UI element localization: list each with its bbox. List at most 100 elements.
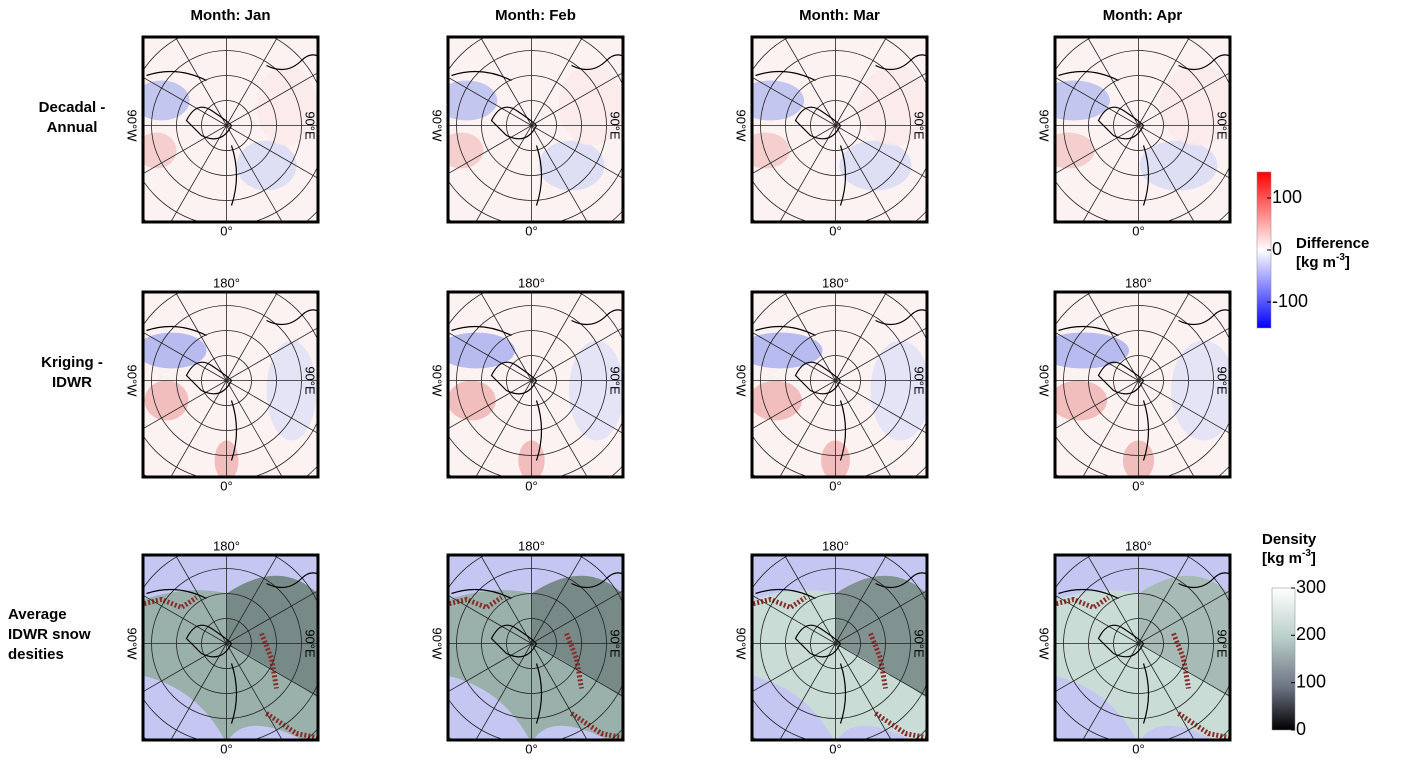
map xyxy=(448,555,623,740)
meridian xyxy=(531,125,588,222)
meridian xyxy=(1086,555,1139,644)
coastline xyxy=(755,309,927,461)
lon-label: 90°W xyxy=(734,365,749,398)
lon-label: 180° xyxy=(213,538,240,553)
row-label: Kriging - xyxy=(41,354,103,371)
meridian xyxy=(1138,380,1195,477)
map xyxy=(143,292,318,477)
map xyxy=(143,555,318,740)
coastline xyxy=(755,54,927,206)
low-density xyxy=(752,595,927,740)
map-frame xyxy=(446,290,625,479)
lon-label: 90°E xyxy=(303,111,318,140)
map-frame xyxy=(1053,553,1232,742)
meridian xyxy=(475,380,532,477)
meridian xyxy=(531,643,588,740)
column-title: Month: Feb xyxy=(495,7,576,24)
map-frame xyxy=(750,290,929,479)
lon-label: 90°W xyxy=(734,110,749,143)
meridian xyxy=(835,643,892,740)
meridian xyxy=(226,292,279,381)
anomaly xyxy=(236,140,297,191)
meridian xyxy=(1082,125,1139,222)
meridian xyxy=(226,380,318,434)
meridian xyxy=(531,590,623,644)
lon-label: 90°E xyxy=(912,366,927,395)
colorbar-tick-label: -100 xyxy=(1272,291,1308,311)
meridian xyxy=(479,555,532,644)
meridian xyxy=(226,643,283,740)
lon-label: 180° xyxy=(213,275,240,290)
meridian xyxy=(752,76,836,126)
column-title: Month: Mar xyxy=(799,7,880,24)
colorbar-unit: [kg m-3] xyxy=(1296,252,1350,271)
meridian xyxy=(783,555,836,644)
meridian xyxy=(835,125,892,222)
meridian xyxy=(170,643,227,740)
meridian xyxy=(448,594,532,644)
meridian xyxy=(783,292,836,381)
land-east xyxy=(226,575,318,698)
row-label: IDWR snow xyxy=(8,626,91,643)
meridian xyxy=(1055,76,1139,126)
meridian xyxy=(779,125,836,222)
map-frame xyxy=(141,290,320,479)
lon-label: 90°W xyxy=(430,628,445,661)
lon-label: 180° xyxy=(1125,275,1152,290)
low-density xyxy=(448,595,623,740)
colorbar-unit: [kg m-3] xyxy=(1262,548,1316,567)
anomaly xyxy=(752,132,790,169)
meridian xyxy=(448,331,532,381)
lon-label: 90°E xyxy=(303,629,318,658)
coastline xyxy=(451,309,623,461)
anomaly xyxy=(1055,380,1108,421)
anomaly xyxy=(752,332,823,369)
anomaly xyxy=(448,380,496,421)
lon-label: 0° xyxy=(220,223,232,238)
lon-label: 0° xyxy=(525,478,537,493)
unit-text: [kg m xyxy=(1262,550,1302,567)
anomaly xyxy=(266,340,317,441)
low-density xyxy=(143,595,318,740)
meridian xyxy=(143,76,227,126)
lon-label: 0° xyxy=(220,741,232,756)
anomaly xyxy=(538,140,605,191)
meridian xyxy=(1138,72,1230,126)
map-frame xyxy=(750,35,929,224)
meridian xyxy=(1055,331,1139,381)
meridian xyxy=(479,292,532,381)
meridian xyxy=(835,37,888,126)
column-title: Month: Jan xyxy=(191,7,271,24)
colorbar-tick-label: 200 xyxy=(1296,624,1326,644)
anomaly xyxy=(1139,140,1218,191)
coastline xyxy=(1058,54,1230,206)
lon-label: 90°W xyxy=(1037,110,1052,143)
coastline xyxy=(451,572,623,724)
lon-label: 90°W xyxy=(125,110,140,143)
colorbar-title: Difference xyxy=(1296,235,1369,252)
lon-label: 0° xyxy=(1132,223,1144,238)
anomaly xyxy=(752,380,802,421)
meridian xyxy=(143,594,227,644)
meridian xyxy=(835,555,888,644)
map-frame xyxy=(446,35,625,224)
land-east xyxy=(531,575,623,698)
meridian xyxy=(779,380,836,477)
lon-label: 90°W xyxy=(430,110,445,143)
lon-label: 90°E xyxy=(303,366,318,395)
meridian xyxy=(1138,643,1230,697)
row-label: Annual xyxy=(47,119,98,136)
lon-label: 0° xyxy=(525,223,537,238)
meridian xyxy=(835,72,927,126)
meridian xyxy=(1138,555,1191,644)
meridian xyxy=(226,555,279,644)
meridian xyxy=(752,594,836,644)
meridian xyxy=(475,643,532,740)
unit-end: ] xyxy=(1345,254,1350,271)
anomaly xyxy=(143,80,190,121)
meridian xyxy=(1138,37,1191,126)
meridian xyxy=(226,590,318,644)
meridian xyxy=(226,380,283,477)
lon-label: 180° xyxy=(822,275,849,290)
meridian xyxy=(835,292,888,381)
